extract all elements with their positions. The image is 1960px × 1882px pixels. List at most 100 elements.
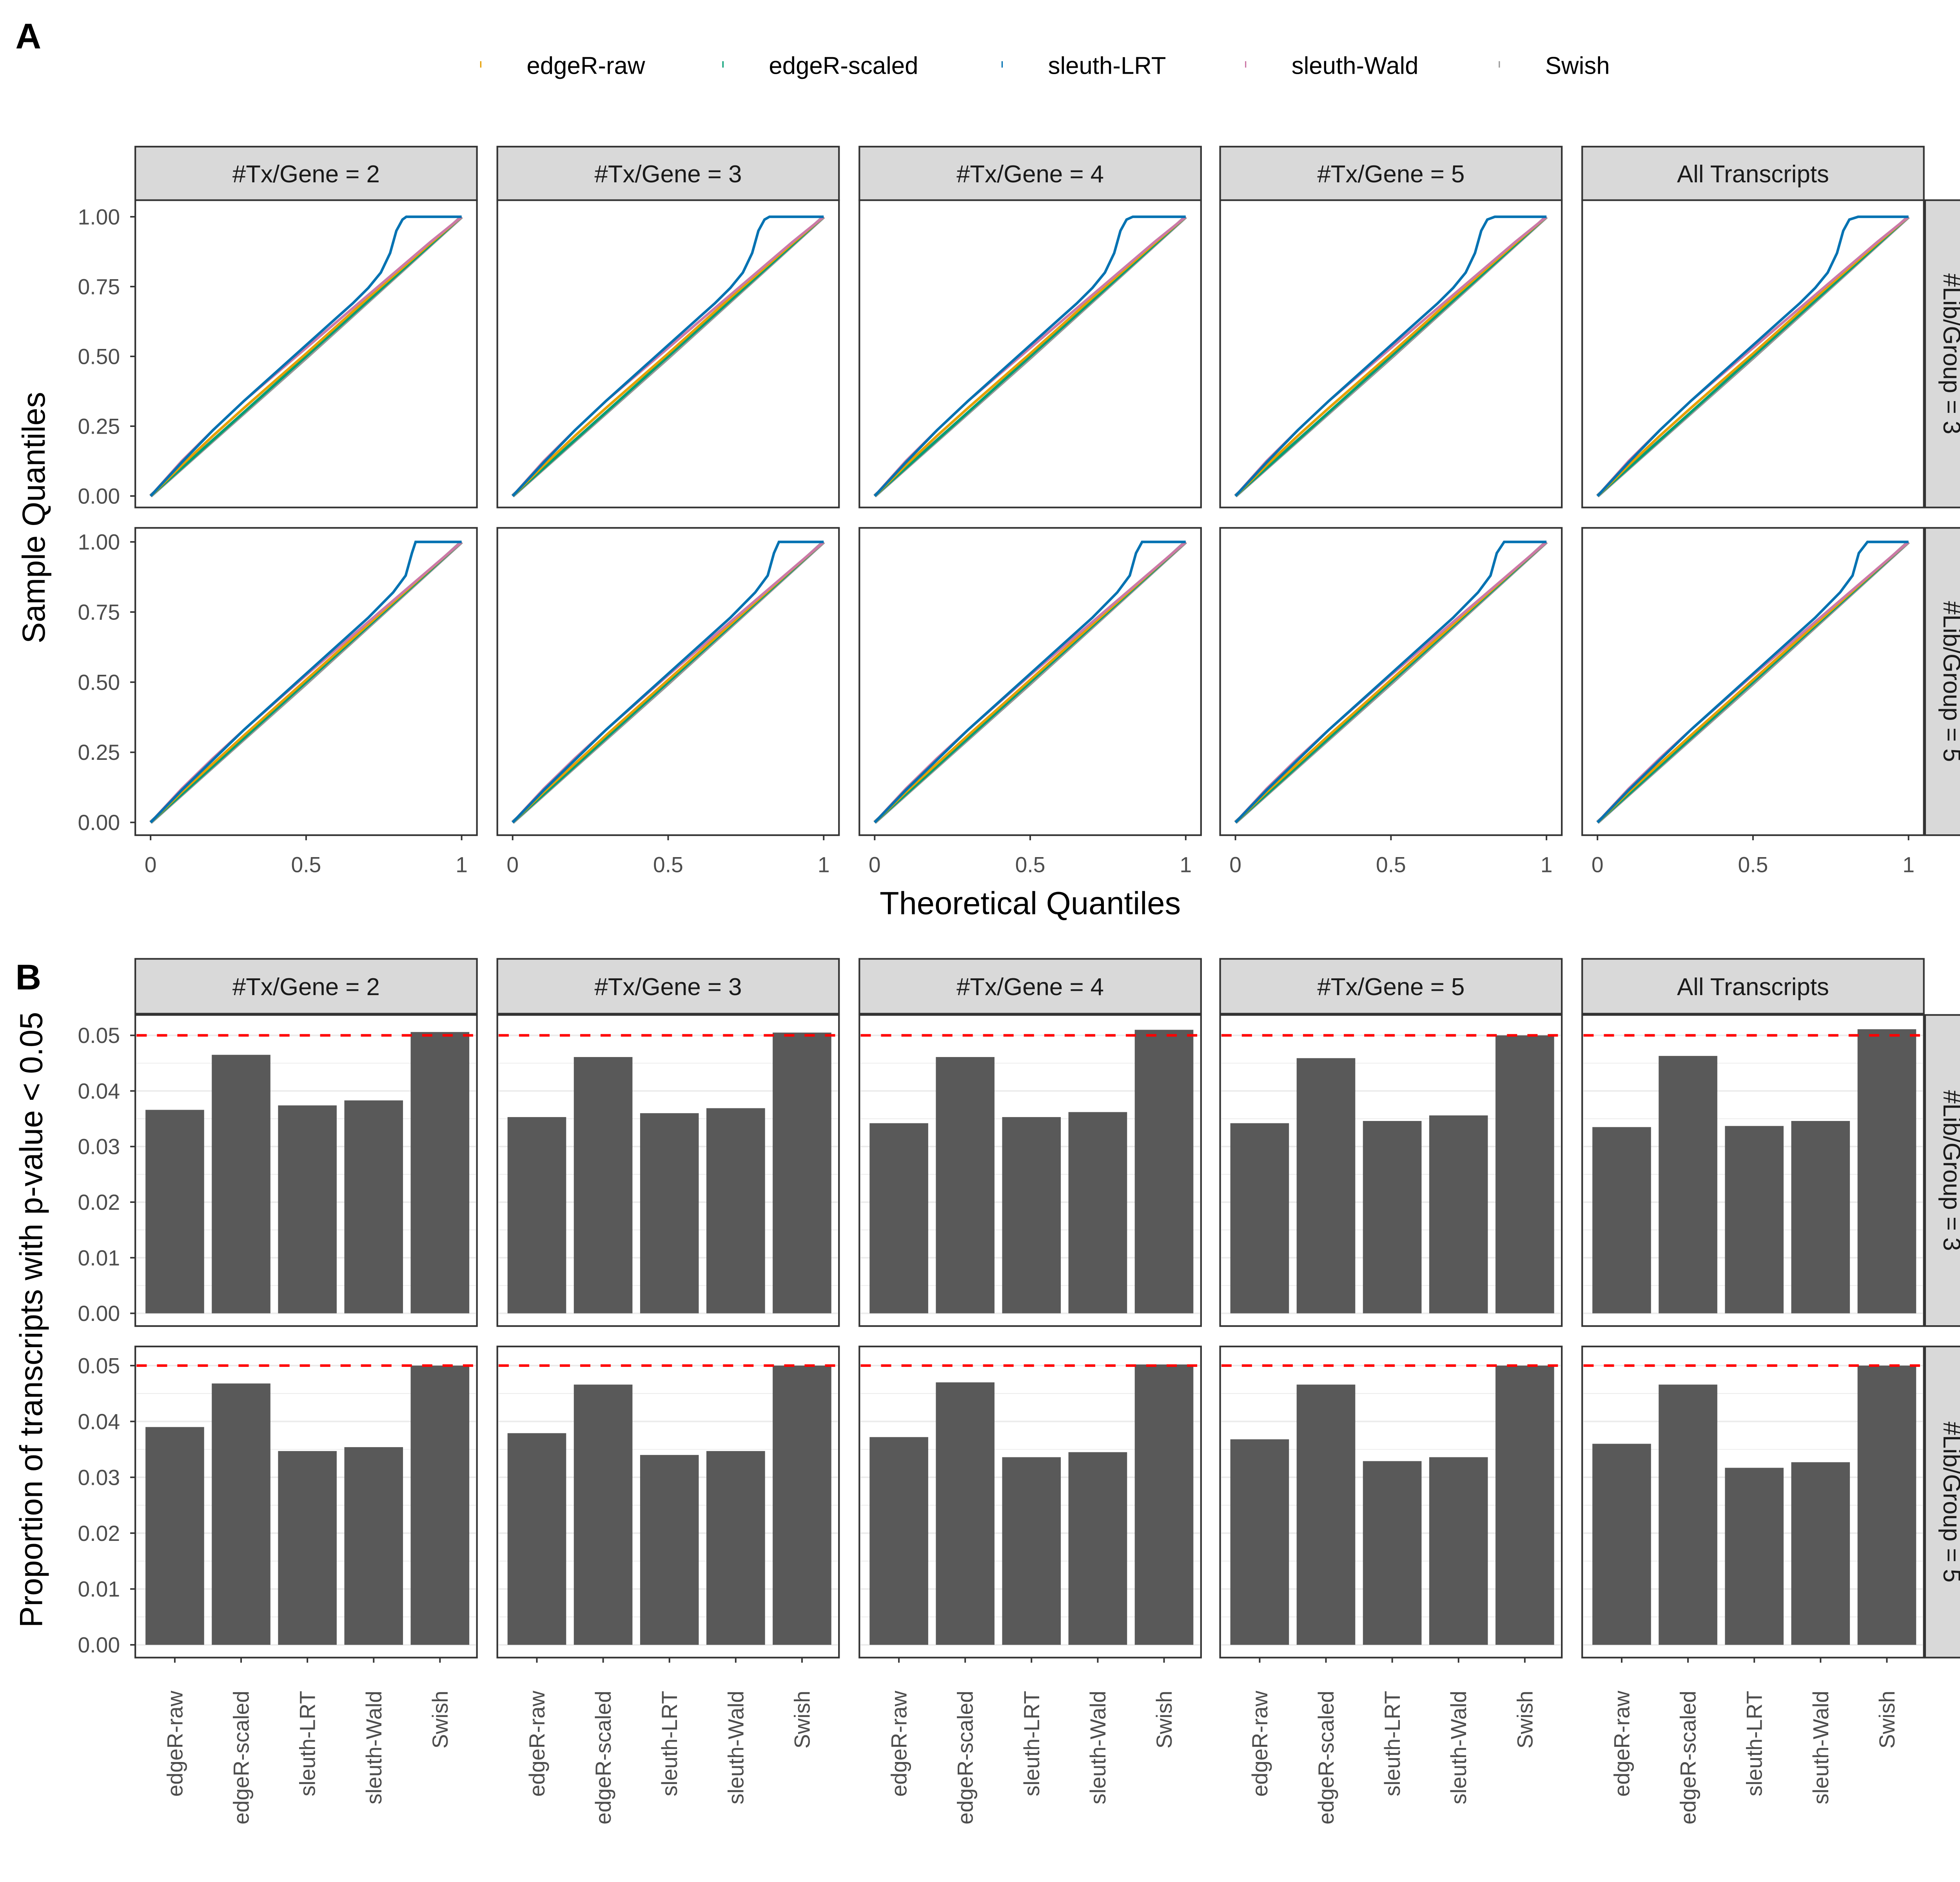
bar-plot-grid: #Tx/Gene = 2 #Tx/Gene = 3 #Tx/Gene = 4 #Tx/… (78, 958, 1960, 1824)
qq-panel (134, 199, 478, 509)
bar-sleuth-lrt (1363, 1121, 1422, 1313)
y-tick-label: 0.05 (78, 1023, 120, 1048)
y-tick-label: 0.04 (78, 1410, 120, 1434)
bar-panel (1219, 1346, 1563, 1659)
x-tick-label: sleuth-LRT (1020, 1691, 1044, 1796)
bar-sleuth-lrt (640, 1455, 699, 1645)
x-tick-label: Swish (1513, 1691, 1537, 1748)
x-tick-label: 0 (506, 852, 519, 877)
qq-panel (1581, 527, 1925, 836)
bar-edger-raw (1592, 1444, 1651, 1645)
legend-label: sleuth-Wald (1292, 53, 1419, 80)
bar-column-strip (1581, 958, 1925, 1015)
x-tick-label: edgeR-scaled (229, 1691, 254, 1824)
qq-panel (496, 527, 840, 836)
x-tick-label: edgeR-scaled (591, 1691, 615, 1824)
bar-edger-scaled (1659, 1056, 1717, 1313)
bar-sleuth-wald (1791, 1462, 1850, 1645)
x-tick-label: edgeR-raw (887, 1690, 911, 1797)
qq-line-sleuth-lrt (1234, 540, 1547, 823)
bar-panel (858, 1346, 1202, 1659)
y-tick-label: 0.00 (78, 1301, 120, 1326)
bar-swish (410, 1365, 470, 1645)
qq-panel (858, 199, 1202, 509)
qq-x-axis-title: Theoretical Quantiles (880, 886, 1181, 921)
bar-sleuth-lrt (278, 1105, 337, 1313)
bar-edger-raw (507, 1117, 566, 1313)
x-tick-label: sleuth-Wald (724, 1691, 748, 1804)
legend-label: edgeR-scaled (769, 53, 918, 80)
bar-swish (1134, 1030, 1194, 1313)
bar-row-strip (1924, 1346, 1960, 1659)
qq-panel (1581, 199, 1925, 509)
qq-line-sleuth-lrt (149, 540, 462, 823)
qq-line-edger-scaled (1234, 216, 1548, 497)
bar-sleuth-lrt (1363, 1461, 1422, 1645)
qq-line-sleuth-lrt (512, 215, 824, 497)
bar-swish (773, 1365, 831, 1645)
legend: edgeR-raw edgeR-scaled sleuth-LRT sleuth-Wa… (480, 53, 1610, 80)
x-tick-label: 0 (869, 852, 881, 877)
bar-column-strip-label: #Tx/Gene = 5 (1317, 974, 1465, 1001)
qq-line-sleuth-lrt (1596, 215, 1909, 497)
x-tick-label: 0.5 (653, 852, 683, 877)
qq-panel (1219, 527, 1563, 836)
bar-column-strip-label: #Tx/Gene = 2 (232, 974, 380, 1001)
x-tick-label: 1 (456, 852, 468, 877)
bar-sleuth-wald (344, 1447, 403, 1645)
x-tick-label: Swish (1152, 1691, 1176, 1748)
y-tick-label: 0.25 (78, 414, 120, 439)
bar-panel (1219, 1014, 1563, 1327)
qq-line-edger-scaled (149, 216, 463, 497)
y-tick-label: 0.50 (78, 344, 120, 369)
x-tick-label: Swish (1875, 1691, 1899, 1748)
qq-panel (1219, 199, 1563, 509)
y-tick-label: 0.02 (78, 1190, 120, 1215)
bar-panel (1581, 1014, 1925, 1327)
qq-column-strip (1581, 145, 1925, 201)
qq-line-sleuth-lrt (1596, 540, 1909, 823)
x-tick-label: edgeR-raw (1610, 1690, 1634, 1797)
qq-column-strip-label: #Tx/Gene = 2 (232, 161, 380, 188)
panel-label-a: A (15, 17, 41, 56)
bar-edger-raw (869, 1123, 928, 1313)
qq-row-strip (1924, 199, 1960, 509)
bar-sleuth-wald (1429, 1115, 1488, 1313)
bar-column-strip (496, 958, 840, 1015)
qq-line-sleuth-lrt (1234, 215, 1547, 497)
bar-sleuth-wald (1791, 1121, 1850, 1313)
x-tick-label: 0.5 (1738, 852, 1768, 877)
bar-edger-raw (145, 1427, 204, 1645)
x-tick-label: edgeR-scaled (953, 1691, 978, 1824)
bar-panel (858, 1014, 1202, 1327)
bar-sleuth-lrt (1002, 1117, 1061, 1313)
bar-column-strip-label: #Tx/Gene = 4 (956, 974, 1104, 1001)
bar-row-strip (1924, 1014, 1960, 1327)
qq-column-strip-label: #Tx/Gene = 4 (956, 161, 1104, 188)
bar-edger-scaled (936, 1382, 995, 1645)
bar-swish (1857, 1365, 1916, 1645)
x-tick-label: sleuth-Wald (362, 1691, 386, 1804)
x-tick-label: 1 (1541, 852, 1553, 877)
y-tick-label: 0.04 (78, 1079, 120, 1103)
qq-line-edger-scaled (1597, 216, 1909, 497)
bar-sleuth-lrt (278, 1451, 337, 1645)
bar-edger-scaled (1296, 1058, 1356, 1313)
x-tick-label: sleuth-Wald (1086, 1691, 1110, 1804)
bar-panel (1581, 1346, 1925, 1659)
x-tick-label: 0.5 (1376, 852, 1406, 877)
y-tick-label: 0.75 (78, 600, 120, 624)
y-tick-label: 0.00 (78, 484, 120, 509)
qq-row-strip-label: #Lib/Group = 3 (1938, 273, 1960, 434)
x-tick-label: 0.5 (1015, 852, 1045, 877)
bar-swish (1857, 1029, 1916, 1313)
bar-column-strip-label: All Transcripts (1677, 974, 1829, 1001)
qq-column-strip-label: #Tx/Gene = 3 (594, 161, 742, 188)
y-tick-label: 0.03 (78, 1135, 120, 1159)
qq-line-sleuth-lrt (149, 215, 462, 497)
y-tick-label: 0.00 (78, 810, 120, 835)
bar-sleuth-lrt (1002, 1457, 1061, 1645)
y-tick-label: 1.00 (78, 530, 120, 554)
y-tick-label: 0.01 (78, 1246, 120, 1270)
